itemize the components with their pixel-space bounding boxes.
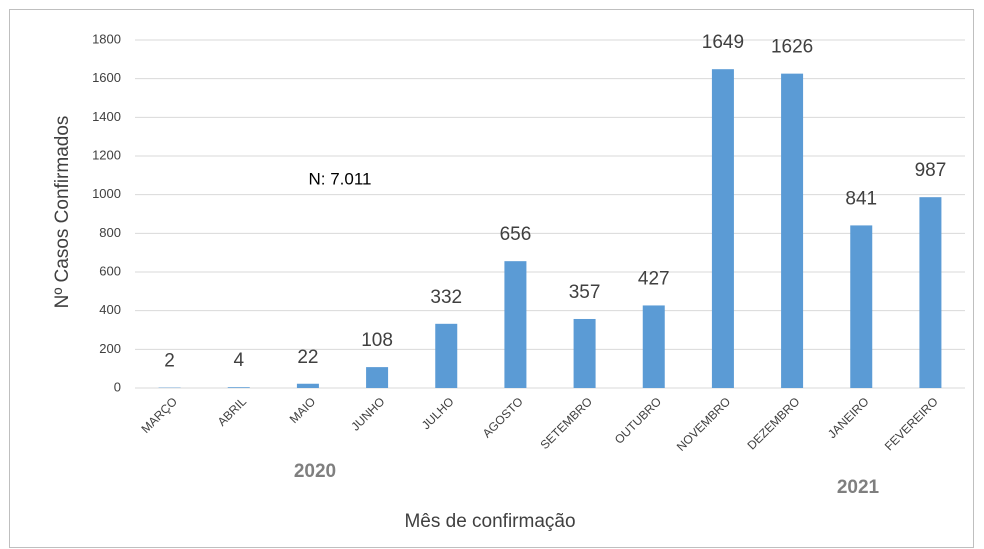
data-label: 987 <box>915 160 947 181</box>
y-tick-label: 1200 <box>92 147 121 162</box>
y-tick-label: 1000 <box>92 186 121 201</box>
annotation: N: 7.011 <box>308 169 371 188</box>
y-tick-label: 1600 <box>92 70 121 85</box>
y-axis-label: Nº Casos Confirmados <box>52 116 73 309</box>
data-label: 1626 <box>771 37 813 58</box>
x-axis-label: Mês de confirmação <box>404 511 575 532</box>
bar <box>850 225 873 388</box>
data-label: 357 <box>569 282 601 303</box>
bar <box>711 69 734 389</box>
data-label: 22 <box>297 347 318 368</box>
data-label: 332 <box>430 287 462 308</box>
bar <box>435 323 458 388</box>
annotation: 2021 <box>837 477 880 498</box>
bar <box>573 318 596 388</box>
data-label: 1649 <box>702 32 744 53</box>
bar <box>781 73 804 388</box>
bar <box>366 367 389 388</box>
chart-border <box>9 9 974 548</box>
y-tick-label: 200 <box>99 341 121 356</box>
data-label: 108 <box>361 330 393 351</box>
data-label: 656 <box>500 224 532 245</box>
bar <box>504 261 527 388</box>
bar <box>296 383 319 388</box>
annotation: 2020 <box>294 461 336 482</box>
y-tick-label: 800 <box>99 225 121 240</box>
y-tick-label: 0 <box>114 379 121 394</box>
data-label: 4 <box>233 350 244 371</box>
bar <box>227 387 250 388</box>
y-tick-label: 1400 <box>92 109 121 124</box>
data-label: 841 <box>845 188 877 209</box>
y-tick-label: 600 <box>99 263 121 278</box>
data-label: 427 <box>638 268 670 289</box>
y-tick-label: 1800 <box>92 31 121 46</box>
bar <box>642 305 665 388</box>
y-tick-label: 400 <box>99 302 121 317</box>
data-label: 2 <box>164 351 175 372</box>
bar <box>919 197 942 388</box>
